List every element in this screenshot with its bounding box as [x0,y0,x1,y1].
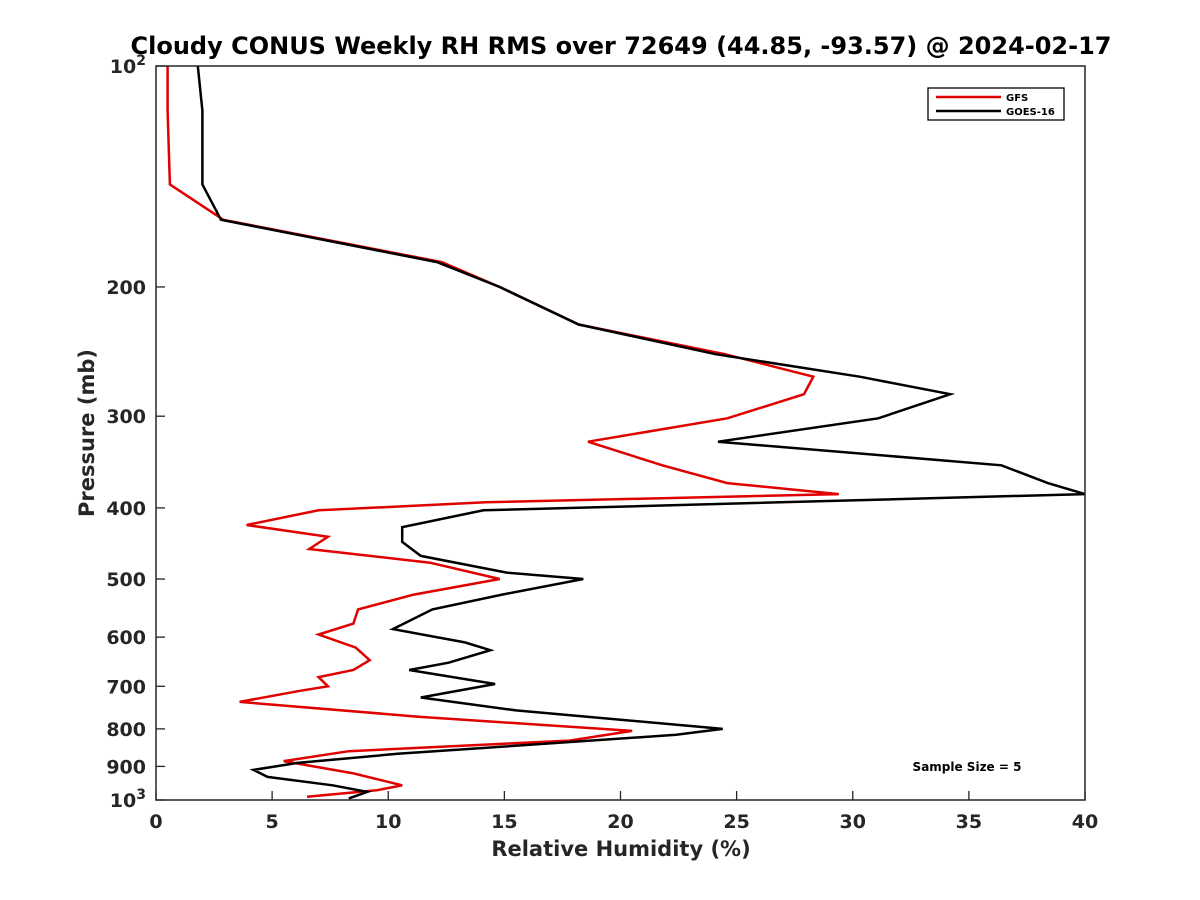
x-tick-label: 30 [840,811,866,833]
x-tick-label: 35 [956,811,982,833]
x-axis-label: Relative Humidity (%) [491,837,750,861]
x-axis-ticks: 0 5 10 15 20 25 30 35 40 [149,791,1098,833]
y-axis-ticks: 102 200 300 400 500 600 700 800 900 103 [106,53,165,812]
legend-box [927,87,1065,121]
y-tick-label: 102 [110,53,146,78]
y-tick-label: 300 [106,406,146,428]
series-line-goes16 [196,65,1086,800]
x-tick-label: 25 [723,811,749,833]
sample-size-annotation: Sample Size = 5 [913,760,1022,774]
plot-area [155,65,1086,801]
x-tick-label: 0 [149,811,162,833]
y-tick-label: 700 [106,676,146,698]
y-tick-label: 800 [106,719,146,741]
x-tick-label: 15 [491,811,517,833]
x-tick-label: 10 [375,811,401,833]
x-tick-label: 5 [266,811,279,833]
y-tick-label: 900 [106,756,146,778]
legend-label-gfs: GFS [1006,93,1028,104]
legend: GFS GOES-16 [927,87,1065,121]
y-tick-label: 103 [110,787,146,812]
y-tick-label: 500 [106,569,146,591]
x-tick-label: 40 [1072,811,1098,833]
series-layer [166,65,1086,800]
chart-title: Cloudy CONUS Weekly RH RMS over 72649 (4… [131,32,1112,60]
y-tick-label: 200 [106,277,146,299]
legend-label-goes16: GOES-16 [1006,107,1055,118]
y-tick-label: 400 [106,498,146,520]
y-tick-label: 600 [106,627,146,649]
plot-background [156,66,1085,800]
y-axis-label: Pressure (mb) [75,349,99,517]
x-tick-label: 20 [607,811,633,833]
